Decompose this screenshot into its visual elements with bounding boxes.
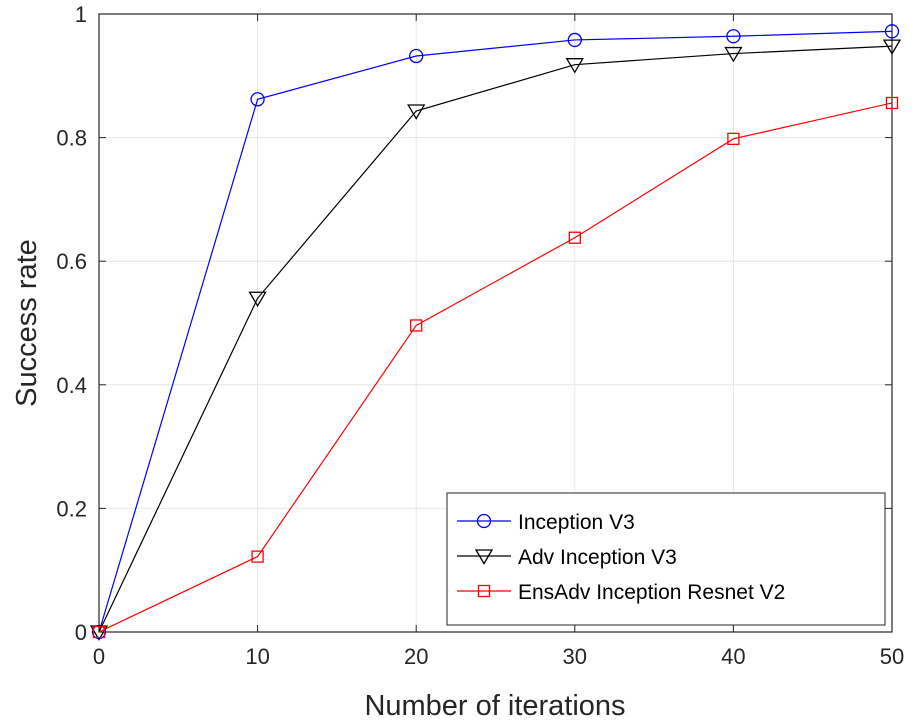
series-line: [98, 102, 893, 633]
y-tick-label: 0: [75, 620, 87, 645]
y-tick-label: 0.8: [56, 126, 87, 151]
data-point: [884, 24, 900, 39]
data-point: [568, 231, 581, 244]
series-line: [98, 30, 893, 633]
legend-marker: [477, 584, 491, 598]
data-point: [724, 46, 743, 63]
y-tick-label: 1: [75, 2, 87, 27]
x-tick-label: 0: [93, 644, 105, 669]
data-point: [410, 319, 423, 332]
axis-ticks: 0 10 20 30 40 50 0 0.2 0.4 0.6 0.8 1: [56, 2, 904, 669]
series-line: [98, 45, 893, 633]
data-point: [565, 58, 584, 74]
data-point: [727, 132, 740, 145]
series-lines: [89, 24, 902, 641]
data-point: [409, 48, 424, 64]
x-tick-label: 50: [880, 644, 904, 669]
data-point: [407, 104, 426, 120]
y-axis-label: Success rate: [11, 239, 43, 407]
y-tick-label: 0.4: [56, 373, 87, 398]
x-axis-label: Number of iterations: [364, 690, 625, 722]
legend-entry: Inception V3: [457, 511, 635, 534]
series-2: [89, 39, 902, 641]
plot-area-border: [98, 13, 893, 633]
legend-marker: [476, 513, 492, 529]
legend-label: Adv Inception V3: [518, 546, 677, 569]
legend-box: [446, 492, 886, 626]
data-point: [567, 32, 582, 48]
data-point: [251, 550, 264, 563]
legend: Inception V3 Adv Inception V3 EnsAdv Incep…: [446, 492, 886, 626]
series-1: [91, 24, 900, 640]
data-point: [250, 92, 265, 107]
y-tick-label: 0.6: [56, 249, 87, 274]
legend-label: Inception V3: [518, 511, 635, 534]
legend-label: EnsAdv Inception Resnet V2: [518, 581, 785, 604]
x-tick-label: 40: [721, 644, 745, 669]
series-3: [92, 96, 899, 639]
x-tick-label: 10: [245, 644, 269, 669]
legend-entry: EnsAdv Inception Resnet V2: [457, 581, 785, 604]
legend-entry: Adv Inception V3: [457, 546, 677, 569]
legend-marker: [474, 549, 494, 565]
x-tick-label: 20: [404, 644, 428, 669]
data-point: [248, 291, 267, 308]
data-point: [882, 39, 902, 56]
data-point: [885, 96, 899, 110]
y-tick-label: 0.2: [56, 496, 87, 521]
x-tick-label: 30: [563, 644, 587, 669]
data-point: [92, 625, 106, 639]
data-point: [726, 29, 741, 44]
